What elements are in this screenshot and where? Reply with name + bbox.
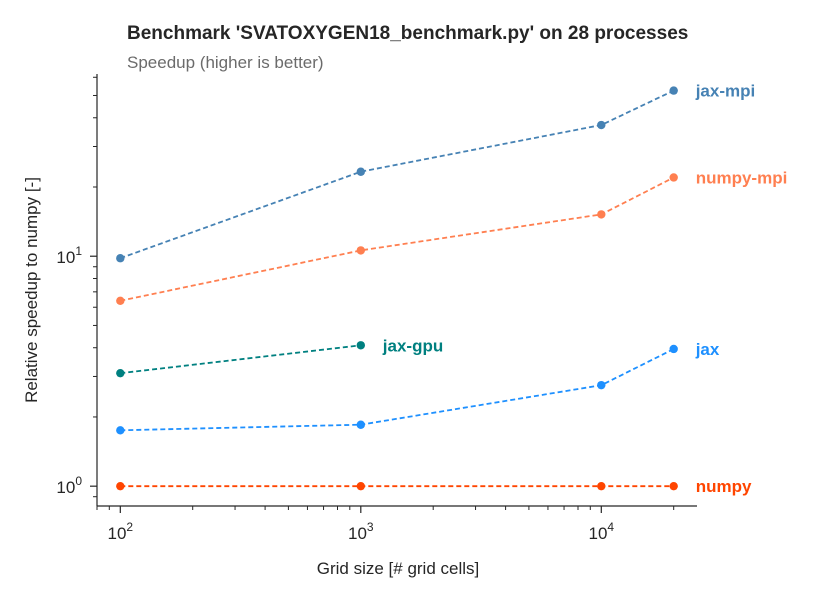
series-numpy-mpi: numpy-mpi xyxy=(116,168,787,305)
data-point-numpy-mpi xyxy=(669,173,678,182)
data-point-numpy-mpi xyxy=(597,210,606,219)
data-point-numpy xyxy=(356,481,366,491)
series-label-jax-mpi: jax-mpi xyxy=(695,82,756,101)
data-point-jax-mpi xyxy=(356,167,366,176)
data-point-jax-mpi xyxy=(597,120,606,130)
series-label-jax-gpu: jax-gpu xyxy=(382,336,443,355)
series-line-jax-gpu xyxy=(120,344,361,375)
data-point-jax-gpu xyxy=(116,368,125,378)
data-point-numpy xyxy=(116,481,125,491)
y-axis-label: Relative speedup to numpy [-] xyxy=(22,177,41,403)
series-jax-gpu: jax-gpu xyxy=(116,336,443,378)
series-line-jax xyxy=(120,348,675,432)
data-point-jax xyxy=(116,426,125,435)
chart-subtitle: Speedup (higher is better) xyxy=(127,53,324,72)
y-tick-label: 101 xyxy=(56,244,82,267)
y-tick-label: 100 xyxy=(56,474,82,497)
x-axis-label: Grid size [# grid cells] xyxy=(317,559,480,578)
chart-title: Benchmark 'SVATOXYGEN18_benchmark.py' on… xyxy=(127,23,688,44)
data-point-numpy-mpi xyxy=(356,246,366,255)
data-point-numpy xyxy=(669,481,678,491)
series-label-numpy: numpy xyxy=(696,477,752,496)
data-point-jax xyxy=(356,420,366,429)
axes: 102 103 104 100 101 xyxy=(56,74,697,543)
data-point-jax xyxy=(669,344,678,354)
series-numpy: numpy xyxy=(116,477,752,496)
x-tick-label: 104 xyxy=(588,520,614,543)
series-line-jax-mpi xyxy=(119,89,675,260)
data-point-jax xyxy=(597,380,606,390)
data-point-jax-mpi xyxy=(116,254,125,263)
series-line-numpy-mpi xyxy=(120,176,675,302)
series-jax: jax xyxy=(116,340,720,435)
series-label-jax: jax xyxy=(695,340,720,359)
data-point-jax-gpu xyxy=(356,341,366,350)
series-layer: jax-mpi numpy-mpi jax-gpu jax numpy xyxy=(116,82,787,496)
series-jax-mpi: jax-mpi xyxy=(116,82,755,263)
data-point-jax-mpi xyxy=(669,86,678,95)
x-tick-label: 102 xyxy=(108,520,134,543)
data-point-numpy xyxy=(597,481,606,491)
x-tick-label: 103 xyxy=(348,520,374,543)
data-point-numpy-mpi xyxy=(116,296,125,305)
series-label-numpy-mpi: numpy-mpi xyxy=(696,168,788,187)
